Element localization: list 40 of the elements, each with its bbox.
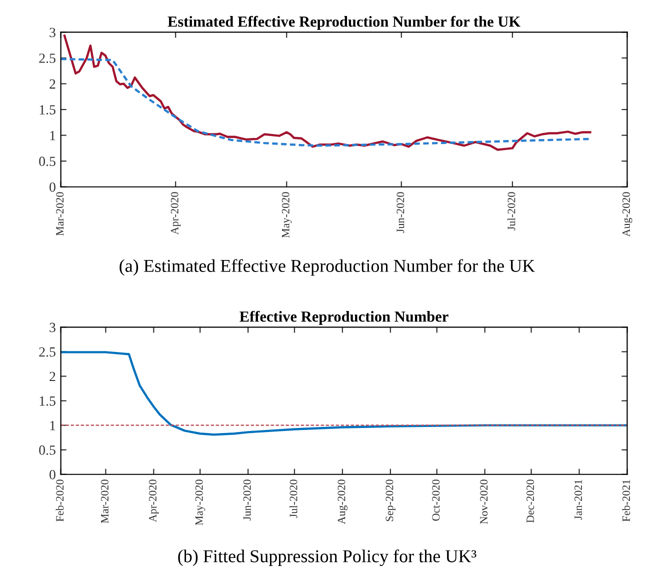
x-tick-label: Jan-2021 xyxy=(574,480,582,520)
x-tick-label: Apr-2020 xyxy=(170,192,181,235)
y-tick-label: 1 xyxy=(50,130,56,140)
x-tick-label: Mar-2020 xyxy=(100,480,108,524)
line-series xyxy=(60,351,628,436)
y-tick-label: 0.5 xyxy=(39,156,56,166)
y-tick-label: 1.5 xyxy=(40,105,56,115)
line-series xyxy=(63,34,592,151)
x-tick-label: Jul-2020 xyxy=(507,192,516,230)
x-tick-label: Aug-2020 xyxy=(622,192,632,237)
x-tick-label: Nov-2020 xyxy=(480,480,488,524)
x-tick-label: Mar-2020 xyxy=(56,192,64,236)
y-tick-label: 0 xyxy=(50,182,56,192)
y-tick-label: 3 xyxy=(50,28,56,38)
y-tick-label: 2.5 xyxy=(39,54,56,63)
x-tick-label: May-2020 xyxy=(195,480,206,526)
y-tick-label: 0 xyxy=(50,470,56,480)
text: (b) Fitted Suppression Policy for the UK³ xyxy=(178,549,476,566)
x-tick-label: Apr-2020 xyxy=(148,480,159,522)
x-tick-label: Sep-2020 xyxy=(386,480,396,522)
line-series xyxy=(60,58,592,147)
text: (a) Estimated Effective Reproduction Number for the UK xyxy=(120,259,535,276)
x-tick-label: Feb-2021 xyxy=(622,480,630,522)
y-tick-label: 1 xyxy=(50,420,56,430)
y-tick-label: 0.5 xyxy=(39,445,56,455)
chart-title: Effective Reproduction Number xyxy=(240,310,448,325)
x-tick-label: Jul-2020 xyxy=(289,480,298,518)
y-tick-label: 2 xyxy=(50,372,56,382)
y-tick-label: 2.5 xyxy=(39,347,56,357)
x-tick-label: Jun-2020 xyxy=(396,192,404,233)
y-tick-label: 2 xyxy=(50,79,56,89)
x-tick-label: Feb-2020 xyxy=(56,480,64,522)
x-tick-label: May-2020 xyxy=(282,192,292,238)
x-tick-label: Dec-2020 xyxy=(526,480,534,523)
x-tick-label: Oct-2020 xyxy=(432,480,440,521)
x-tick-label: Aug-2020 xyxy=(338,480,348,524)
y-tick-label: 1.5 xyxy=(40,396,56,406)
chart-title: Estimated Effective Reproduction Number for the UK xyxy=(168,16,520,30)
x-tick-label: Jun-2020 xyxy=(243,480,251,520)
y-tick-label: 3 xyxy=(50,322,56,332)
